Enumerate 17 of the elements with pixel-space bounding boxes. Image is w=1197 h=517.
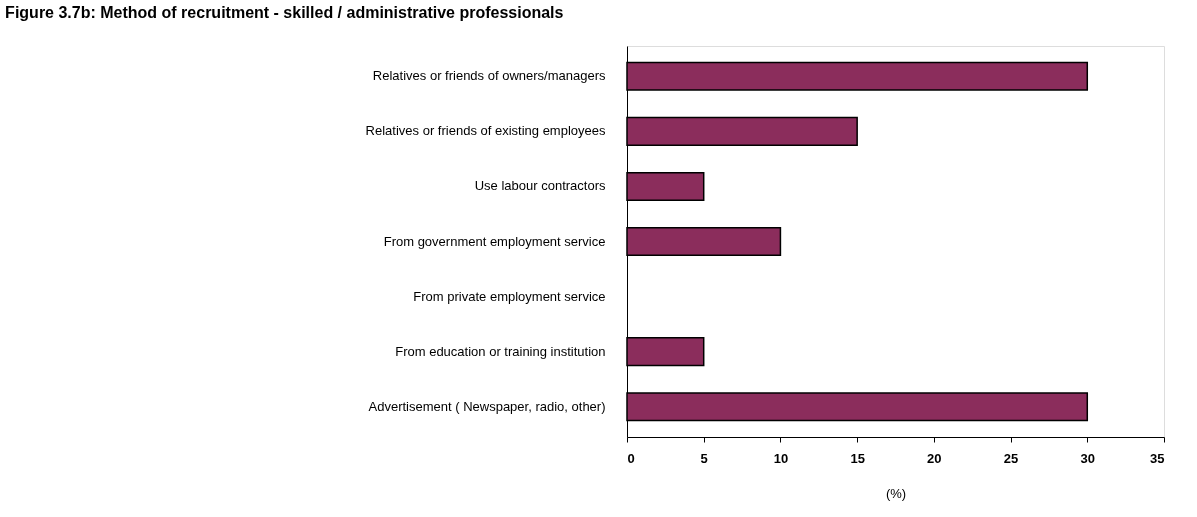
y-tick-label: Relatives or friends of owners/managers <box>372 68 606 84</box>
x-tick-label: 30 <box>1080 450 1096 466</box>
text: Figure 3.7b: Method of recruitment - skilled / administrative professionals <box>5 4 564 21</box>
y-tick-label: From government employment service <box>383 233 606 249</box>
y-tick-label: Advertisement ( Newspaper, radio, other) <box>368 398 606 414</box>
x-tick-label: 0 <box>627 450 635 466</box>
y-tick-label: From private employment service <box>413 288 606 304</box>
y-tick-label: Relatives or friends of existing employees <box>365 123 606 139</box>
x-tick-label: 25 <box>1003 450 1019 466</box>
y-tick-label: Use labour contractors <box>474 178 606 194</box>
x-tick-label: 20 <box>927 450 942 466</box>
x-tick-label: 5 <box>700 450 708 466</box>
x-tick-label: 15 <box>850 450 865 466</box>
x-axis-title: (%) <box>885 485 907 501</box>
x-tick-label: 35 <box>1150 450 1165 466</box>
x-tick-label: 10 <box>773 450 789 466</box>
y-tick-label: From education or training institution <box>395 343 606 359</box>
